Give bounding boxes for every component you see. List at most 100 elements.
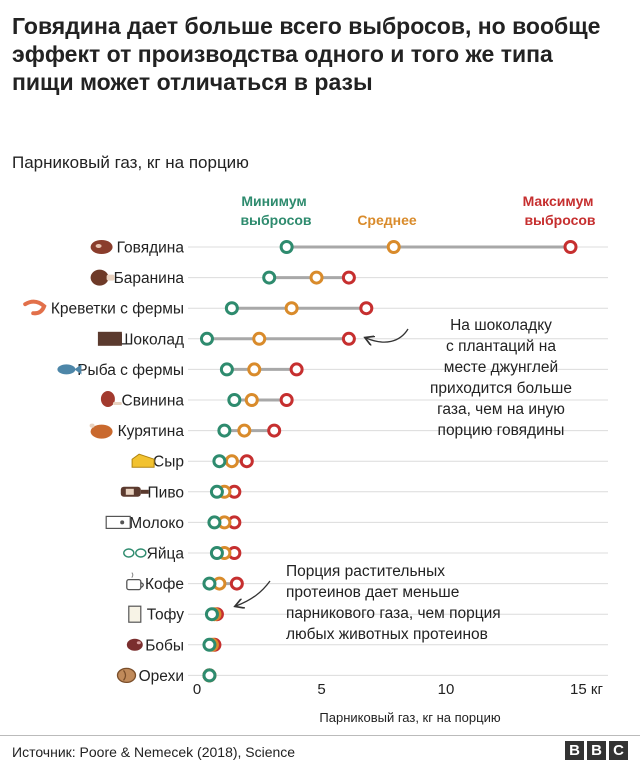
category-label: Сыр: [153, 454, 184, 471]
min-point: [279, 240, 294, 254]
legend-max: Максимум выбросов: [523, 193, 598, 228]
category-label: Шоколад: [119, 331, 184, 348]
x-tick-label: 10: [438, 681, 455, 698]
min-point: [224, 301, 239, 316]
category-label: Пиво: [148, 484, 184, 501]
min-point: [202, 576, 217, 591]
category-label: Говядина: [117, 240, 185, 257]
bbc-logo: B B C: [565, 741, 628, 760]
chocolate-icon: [97, 331, 122, 346]
milk-carton-icon: [105, 515, 131, 530]
footer-divider: [0, 735, 640, 736]
category-label: Молоко: [129, 515, 184, 532]
min-point: [217, 423, 232, 438]
bbc-logo-b2: B: [587, 741, 606, 760]
bean-icon: [126, 638, 143, 651]
data-row: Курятина: [89, 423, 282, 440]
min-point: [219, 362, 234, 377]
coffee-cup-icon: [126, 572, 144, 591]
annotation-chocolate-text: На шоколадку с плантаций на месте джунглей…: [430, 317, 572, 439]
x-axis: 0 5 10 15 кг Парниковый газ, кг на порцию: [193, 681, 604, 725]
category-label: Креветки с фермы: [51, 301, 184, 318]
bbc-logo-b1: B: [565, 741, 584, 760]
annotation-chocolate: На шоколадку с плантаций на месте джунглей…: [366, 317, 572, 439]
data-row: Говядина: [90, 240, 578, 257]
x-tick-label: 5: [317, 681, 325, 698]
pork-leg-icon: [100, 391, 122, 407]
fish-icon: [57, 364, 82, 375]
min-point: [209, 484, 224, 499]
data-row: Тофу: [128, 605, 224, 624]
annotation-plant-text: Порция растительных протеинов дает меньше…: [286, 563, 501, 643]
chart-title: Говядина дает больше всего выбросов, но …: [12, 13, 601, 95]
chicken-icon: [89, 423, 113, 439]
eggs-icon: [123, 548, 147, 558]
x-tick-label: 15 кг: [570, 681, 603, 698]
data-row: Кофе: [126, 572, 244, 593]
max-point: [239, 454, 254, 469]
data-row: Молоко: [105, 515, 242, 532]
avg-point: [284, 301, 299, 316]
nut-icon: [116, 667, 137, 684]
chart-subtitle: Парниковый газ, кг на порцию: [12, 153, 249, 172]
beer-bottle-icon: [120, 486, 149, 497]
category-label: Орехи: [139, 668, 184, 685]
max-point: [279, 393, 294, 407]
data-row: Яйца: [123, 546, 242, 563]
legend-avg: Среднее: [357, 212, 417, 228]
max-point: [267, 423, 282, 438]
min-point: [199, 331, 214, 346]
chart-legend: Минимум выбросов Среднее Максимум выброс…: [240, 193, 598, 228]
cheese-icon: [131, 453, 155, 468]
ham-icon: [90, 269, 115, 286]
max-point: [289, 362, 304, 377]
min-point: [204, 607, 219, 622]
data-row: Пиво: [120, 484, 242, 501]
data-row: Свинина: [100, 391, 294, 410]
max-point: [341, 331, 356, 346]
min-point: [227, 393, 242, 407]
avg-point: [247, 362, 262, 377]
min-point: [209, 546, 224, 560]
source-note: Источник: Poore & Nemecek (2018), Scienc…: [12, 744, 296, 760]
min-point: [207, 515, 222, 530]
data-row: Баранина: [90, 269, 356, 287]
annotation-chocolate-arrow: [366, 328, 409, 342]
x-tick-label: 0: [193, 681, 201, 698]
max-point: [229, 576, 244, 591]
data-row: Сыр: [131, 453, 254, 471]
category-label: Яйца: [147, 546, 185, 563]
avg-point: [386, 240, 401, 254]
category-label: Рыба с фермы: [77, 362, 184, 379]
data-row: Бобы: [126, 637, 222, 654]
avg-point: [309, 270, 324, 285]
min-point: [202, 668, 217, 683]
avg-point: [237, 423, 252, 438]
avg-point: [224, 454, 239, 469]
dot-range-chart: Минимум выбросов Среднее Максимум выброс…: [23, 193, 608, 725]
min-point: [212, 454, 227, 469]
data-row: Орехи: [116, 667, 217, 685]
x-axis-label: Парниковый газ, кг на порцию: [319, 710, 500, 725]
avg-point: [252, 331, 267, 346]
data-row: Шоколад: [97, 331, 356, 348]
min-point: [202, 637, 217, 652]
data-row: Креветки с фермы: [23, 299, 374, 318]
steak-icon: [90, 240, 113, 254]
category-label: Свинина: [122, 393, 185, 410]
max-point: [563, 240, 578, 254]
avg-point: [244, 393, 259, 407]
annotation-plant: Порция растительных протеинов дает меньше…: [236, 563, 501, 643]
legend-min: Минимум выбросов: [240, 193, 311, 228]
max-point: [359, 301, 374, 316]
data-rows: Говядина Баранина Креветки с фермы Шоколад Р…: [23, 240, 578, 685]
category-label: Кофе: [145, 576, 184, 593]
tofu-icon: [128, 605, 142, 623]
min-point: [262, 270, 277, 285]
max-point: [341, 270, 356, 285]
bbc-logo-c: C: [609, 741, 628, 760]
category-label: Тофу: [147, 607, 184, 624]
data-row: Рыба с фермы: [57, 362, 304, 379]
category-label: Курятина: [118, 423, 185, 440]
category-label: Бобы: [145, 637, 184, 654]
